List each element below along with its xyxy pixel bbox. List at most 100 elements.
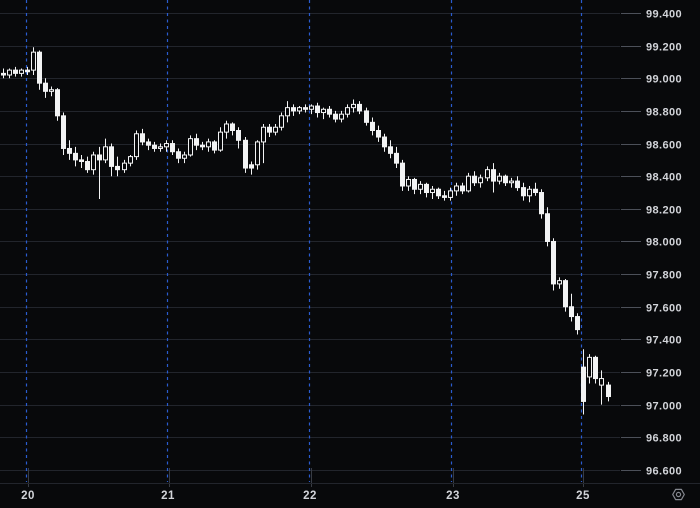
candle	[593, 355, 598, 384]
candle-body	[122, 162, 127, 171]
candle-body	[527, 188, 532, 197]
candle-body	[146, 141, 151, 146]
candle-body	[218, 131, 223, 151]
candle	[569, 293, 574, 322]
candle	[448, 187, 453, 201]
candle	[309, 104, 314, 115]
price-axis[interactable]	[622, 0, 700, 483]
candle	[140, 128, 145, 146]
candle	[539, 189, 544, 219]
candle	[43, 78, 48, 98]
price-axis-label: 98.000	[646, 237, 682, 249]
candle	[333, 110, 338, 123]
candle	[606, 381, 611, 402]
price-axis-label: 98.400	[646, 172, 682, 184]
candle	[376, 125, 381, 142]
candle-body	[460, 185, 465, 192]
candle-body	[61, 115, 66, 149]
candle	[382, 133, 387, 152]
candle-body	[103, 146, 108, 161]
candle-body	[291, 107, 296, 112]
candle	[61, 112, 66, 155]
candle	[533, 182, 538, 196]
axis-settings-button[interactable]	[669, 485, 687, 503]
candle	[218, 127, 223, 152]
candle-body	[370, 121, 375, 132]
candle	[212, 140, 217, 154]
candle	[279, 112, 284, 131]
candle-body	[297, 107, 302, 112]
candle-body	[309, 105, 314, 110]
time-axis[interactable]	[0, 483, 660, 508]
candle	[351, 99, 356, 113]
candle-body	[515, 180, 520, 189]
candle	[49, 86, 54, 97]
candle-body	[388, 146, 393, 154]
candle	[303, 104, 308, 113]
price-axis-label: 96.600	[646, 466, 682, 478]
candle	[315, 102, 320, 118]
candle-body	[364, 110, 369, 123]
candle	[466, 172, 471, 193]
candle-body	[285, 107, 290, 117]
candle	[255, 140, 260, 170]
candle-body	[478, 177, 483, 184]
candle	[176, 148, 181, 164]
candle-body	[533, 188, 538, 194]
candle-body	[557, 280, 562, 285]
candle	[460, 182, 465, 195]
candle-body	[236, 130, 241, 141]
candle-body	[249, 164, 254, 169]
candle-body	[55, 89, 60, 117]
candle-body	[261, 126, 266, 143]
candle-body	[497, 175, 502, 182]
candle-body	[466, 175, 471, 192]
candle	[91, 151, 96, 175]
candle	[357, 101, 362, 115]
candle	[67, 140, 72, 160]
candle	[146, 138, 151, 151]
candle	[134, 130, 139, 160]
candle	[122, 159, 127, 173]
candle	[55, 88, 60, 121]
candle-body	[230, 123, 235, 132]
candle-body	[357, 103, 362, 112]
candle-body	[454, 185, 459, 192]
candle-body	[327, 108, 332, 115]
price-axis-label: 99.200	[646, 42, 682, 54]
candle-body	[224, 123, 229, 133]
candle-body	[182, 154, 187, 159]
candle	[297, 106, 302, 115]
candle-body	[321, 108, 326, 114]
candle	[188, 135, 193, 157]
candle	[587, 354, 592, 384]
candle	[424, 182, 429, 198]
candle-body	[382, 136, 387, 148]
candle-body	[73, 152, 78, 161]
candle	[115, 156, 120, 177]
time-axis-label: 23	[446, 490, 460, 502]
candle	[103, 138, 108, 164]
candle-body	[491, 169, 496, 182]
candle-body	[140, 133, 145, 143]
candle	[200, 141, 205, 151]
candle	[182, 151, 187, 164]
candle	[194, 133, 199, 151]
candle-body	[345, 107, 350, 115]
gear-icon	[671, 488, 685, 500]
candle	[261, 123, 266, 164]
candle-body	[91, 154, 96, 171]
candle	[273, 123, 278, 136]
candle-body	[109, 146, 114, 167]
candle	[551, 238, 556, 291]
candle	[400, 159, 405, 191]
candle	[472, 171, 477, 186]
candle-body	[394, 152, 399, 164]
candle-body	[37, 51, 42, 84]
candle-body	[43, 82, 48, 92]
price-axis-label: 97.200	[646, 368, 682, 380]
candle	[454, 182, 459, 196]
candle-body	[303, 107, 308, 110]
candle-body	[194, 138, 199, 146]
